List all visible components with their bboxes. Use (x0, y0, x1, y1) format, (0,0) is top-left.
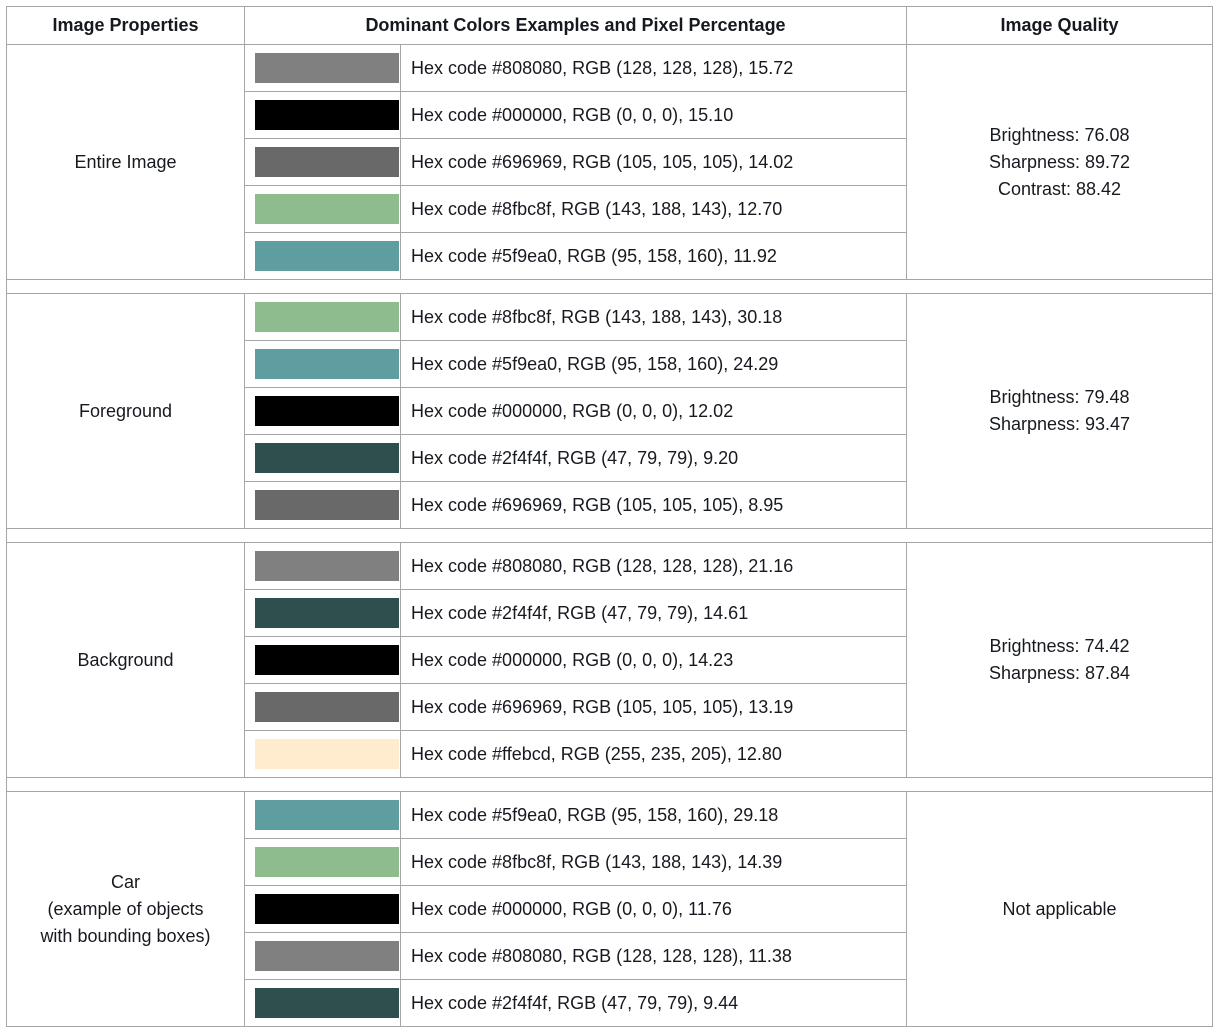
color-swatch-cell (245, 233, 401, 280)
color-description: Hex code #696969, RGB (105, 105, 105), 8… (401, 482, 907, 529)
image-quality: Brightness: 76.08Sharpness: 89.72Contras… (907, 45, 1213, 280)
property-label-line: Background (17, 647, 234, 674)
color-swatch-cell (245, 92, 401, 139)
header-colors: Dominant Colors Examples and Pixel Perce… (245, 7, 907, 45)
color-description: Hex code #808080, RGB (128, 128, 128), 1… (401, 45, 907, 92)
color-swatch (255, 692, 399, 722)
image-quality-line: Brightness: 76.08 (917, 122, 1202, 149)
image-quality-line: Brightness: 74.42 (917, 633, 1202, 660)
color-swatch-cell (245, 684, 401, 731)
color-swatch-cell (245, 933, 401, 980)
color-swatch (255, 645, 399, 675)
color-swatch (255, 800, 399, 830)
color-swatch (255, 941, 399, 971)
color-description: Hex code #808080, RGB (128, 128, 128), 2… (401, 543, 907, 590)
color-swatch (255, 100, 399, 130)
color-description: Hex code #000000, RGB (0, 0, 0), 11.76 (401, 886, 907, 933)
color-description: Hex code #2f4f4f, RGB (47, 79, 79), 9.20 (401, 435, 907, 482)
color-description: Hex code #8fbc8f, RGB (143, 188, 143), 1… (401, 839, 907, 886)
property-label-line: Entire Image (17, 149, 234, 176)
table-header-row: Image Properties Dominant Colors Example… (7, 7, 1213, 45)
header-properties: Image Properties (7, 7, 245, 45)
property-label: Background (7, 543, 245, 778)
color-swatch (255, 443, 399, 473)
property-label: Foreground (7, 294, 245, 529)
image-quality: Not applicable (907, 792, 1213, 1027)
color-swatch (255, 396, 399, 426)
color-swatch-cell (245, 139, 401, 186)
color-description: Hex code #2f4f4f, RGB (47, 79, 79), 9.44 (401, 980, 907, 1027)
header-quality: Image Quality (907, 7, 1213, 45)
color-swatch-cell (245, 294, 401, 341)
color-swatch-cell (245, 980, 401, 1027)
color-description: Hex code #000000, RGB (0, 0, 0), 15.10 (401, 92, 907, 139)
color-description: Hex code #696969, RGB (105, 105, 105), 1… (401, 684, 907, 731)
color-swatch (255, 53, 399, 83)
table-row: ForegroundHex code #8fbc8f, RGB (143, 18… (7, 294, 1213, 341)
color-description: Hex code #808080, RGB (128, 128, 128), 1… (401, 933, 907, 980)
table-row: BackgroundHex code #808080, RGB (128, 12… (7, 543, 1213, 590)
image-quality-line: Brightness: 79.48 (917, 384, 1202, 411)
color-description: Hex code #000000, RGB (0, 0, 0), 14.23 (401, 637, 907, 684)
color-swatch (255, 894, 399, 924)
color-swatch (255, 349, 399, 379)
section-spacer (7, 280, 1213, 294)
color-description: Hex code #5f9ea0, RGB (95, 158, 160), 11… (401, 233, 907, 280)
color-description: Hex code #5f9ea0, RGB (95, 158, 160), 24… (401, 341, 907, 388)
color-swatch-cell (245, 637, 401, 684)
image-quality-line: Sharpness: 93.47 (917, 411, 1202, 438)
color-swatch-cell (245, 792, 401, 839)
color-swatch-cell (245, 388, 401, 435)
color-swatch (255, 241, 399, 271)
color-swatch (255, 988, 399, 1018)
image-properties-table: Image Properties Dominant Colors Example… (6, 6, 1213, 1027)
color-swatch-cell (245, 590, 401, 637)
color-swatch-cell (245, 886, 401, 933)
property-label-line: Foreground (17, 398, 234, 425)
image-quality: Brightness: 74.42Sharpness: 87.84 (907, 543, 1213, 778)
property-label: Entire Image (7, 45, 245, 280)
table-row: Car(example of objectswith bounding boxe… (7, 792, 1213, 839)
property-label-line: (example of objects (17, 896, 234, 923)
image-quality-line: Not applicable (917, 896, 1202, 923)
property-label-line: Car (17, 869, 234, 896)
section-spacer (7, 529, 1213, 543)
image-quality-line: Sharpness: 87.84 (917, 660, 1202, 687)
image-quality-line: Sharpness: 89.72 (917, 149, 1202, 176)
color-swatch (255, 302, 399, 332)
color-description: Hex code #2f4f4f, RGB (47, 79, 79), 14.6… (401, 590, 907, 637)
color-swatch-cell (245, 186, 401, 233)
color-swatch (255, 551, 399, 581)
image-quality: Brightness: 79.48Sharpness: 93.47 (907, 294, 1213, 529)
color-description: Hex code #5f9ea0, RGB (95, 158, 160), 29… (401, 792, 907, 839)
color-swatch (255, 847, 399, 877)
color-swatch (255, 739, 399, 769)
image-quality-line: Contrast: 88.42 (917, 176, 1202, 203)
color-swatch-cell (245, 45, 401, 92)
color-swatch-cell (245, 731, 401, 778)
color-description: Hex code #8fbc8f, RGB (143, 188, 143), 3… (401, 294, 907, 341)
color-swatch-cell (245, 543, 401, 590)
color-description: Hex code #8fbc8f, RGB (143, 188, 143), 1… (401, 186, 907, 233)
color-description: Hex code #696969, RGB (105, 105, 105), 1… (401, 139, 907, 186)
property-label-line: with bounding boxes) (17, 923, 234, 950)
color-swatch (255, 194, 399, 224)
color-swatch (255, 147, 399, 177)
color-swatch-cell (245, 482, 401, 529)
color-swatch-cell (245, 435, 401, 482)
color-swatch (255, 490, 399, 520)
color-description: Hex code #000000, RGB (0, 0, 0), 12.02 (401, 388, 907, 435)
section-spacer (7, 778, 1213, 792)
color-swatch-cell (245, 341, 401, 388)
color-swatch (255, 598, 399, 628)
property-label: Car(example of objectswith bounding boxe… (7, 792, 245, 1027)
color-swatch-cell (245, 839, 401, 886)
table-body: Entire Image Hex code #808080, RGB (128, … (7, 45, 1213, 1027)
table-row: Entire ImageHex code #808080, RGB (128, … (7, 45, 1213, 92)
color-description: Hex code #ffebcd, RGB (255, 235, 205), 1… (401, 731, 907, 778)
